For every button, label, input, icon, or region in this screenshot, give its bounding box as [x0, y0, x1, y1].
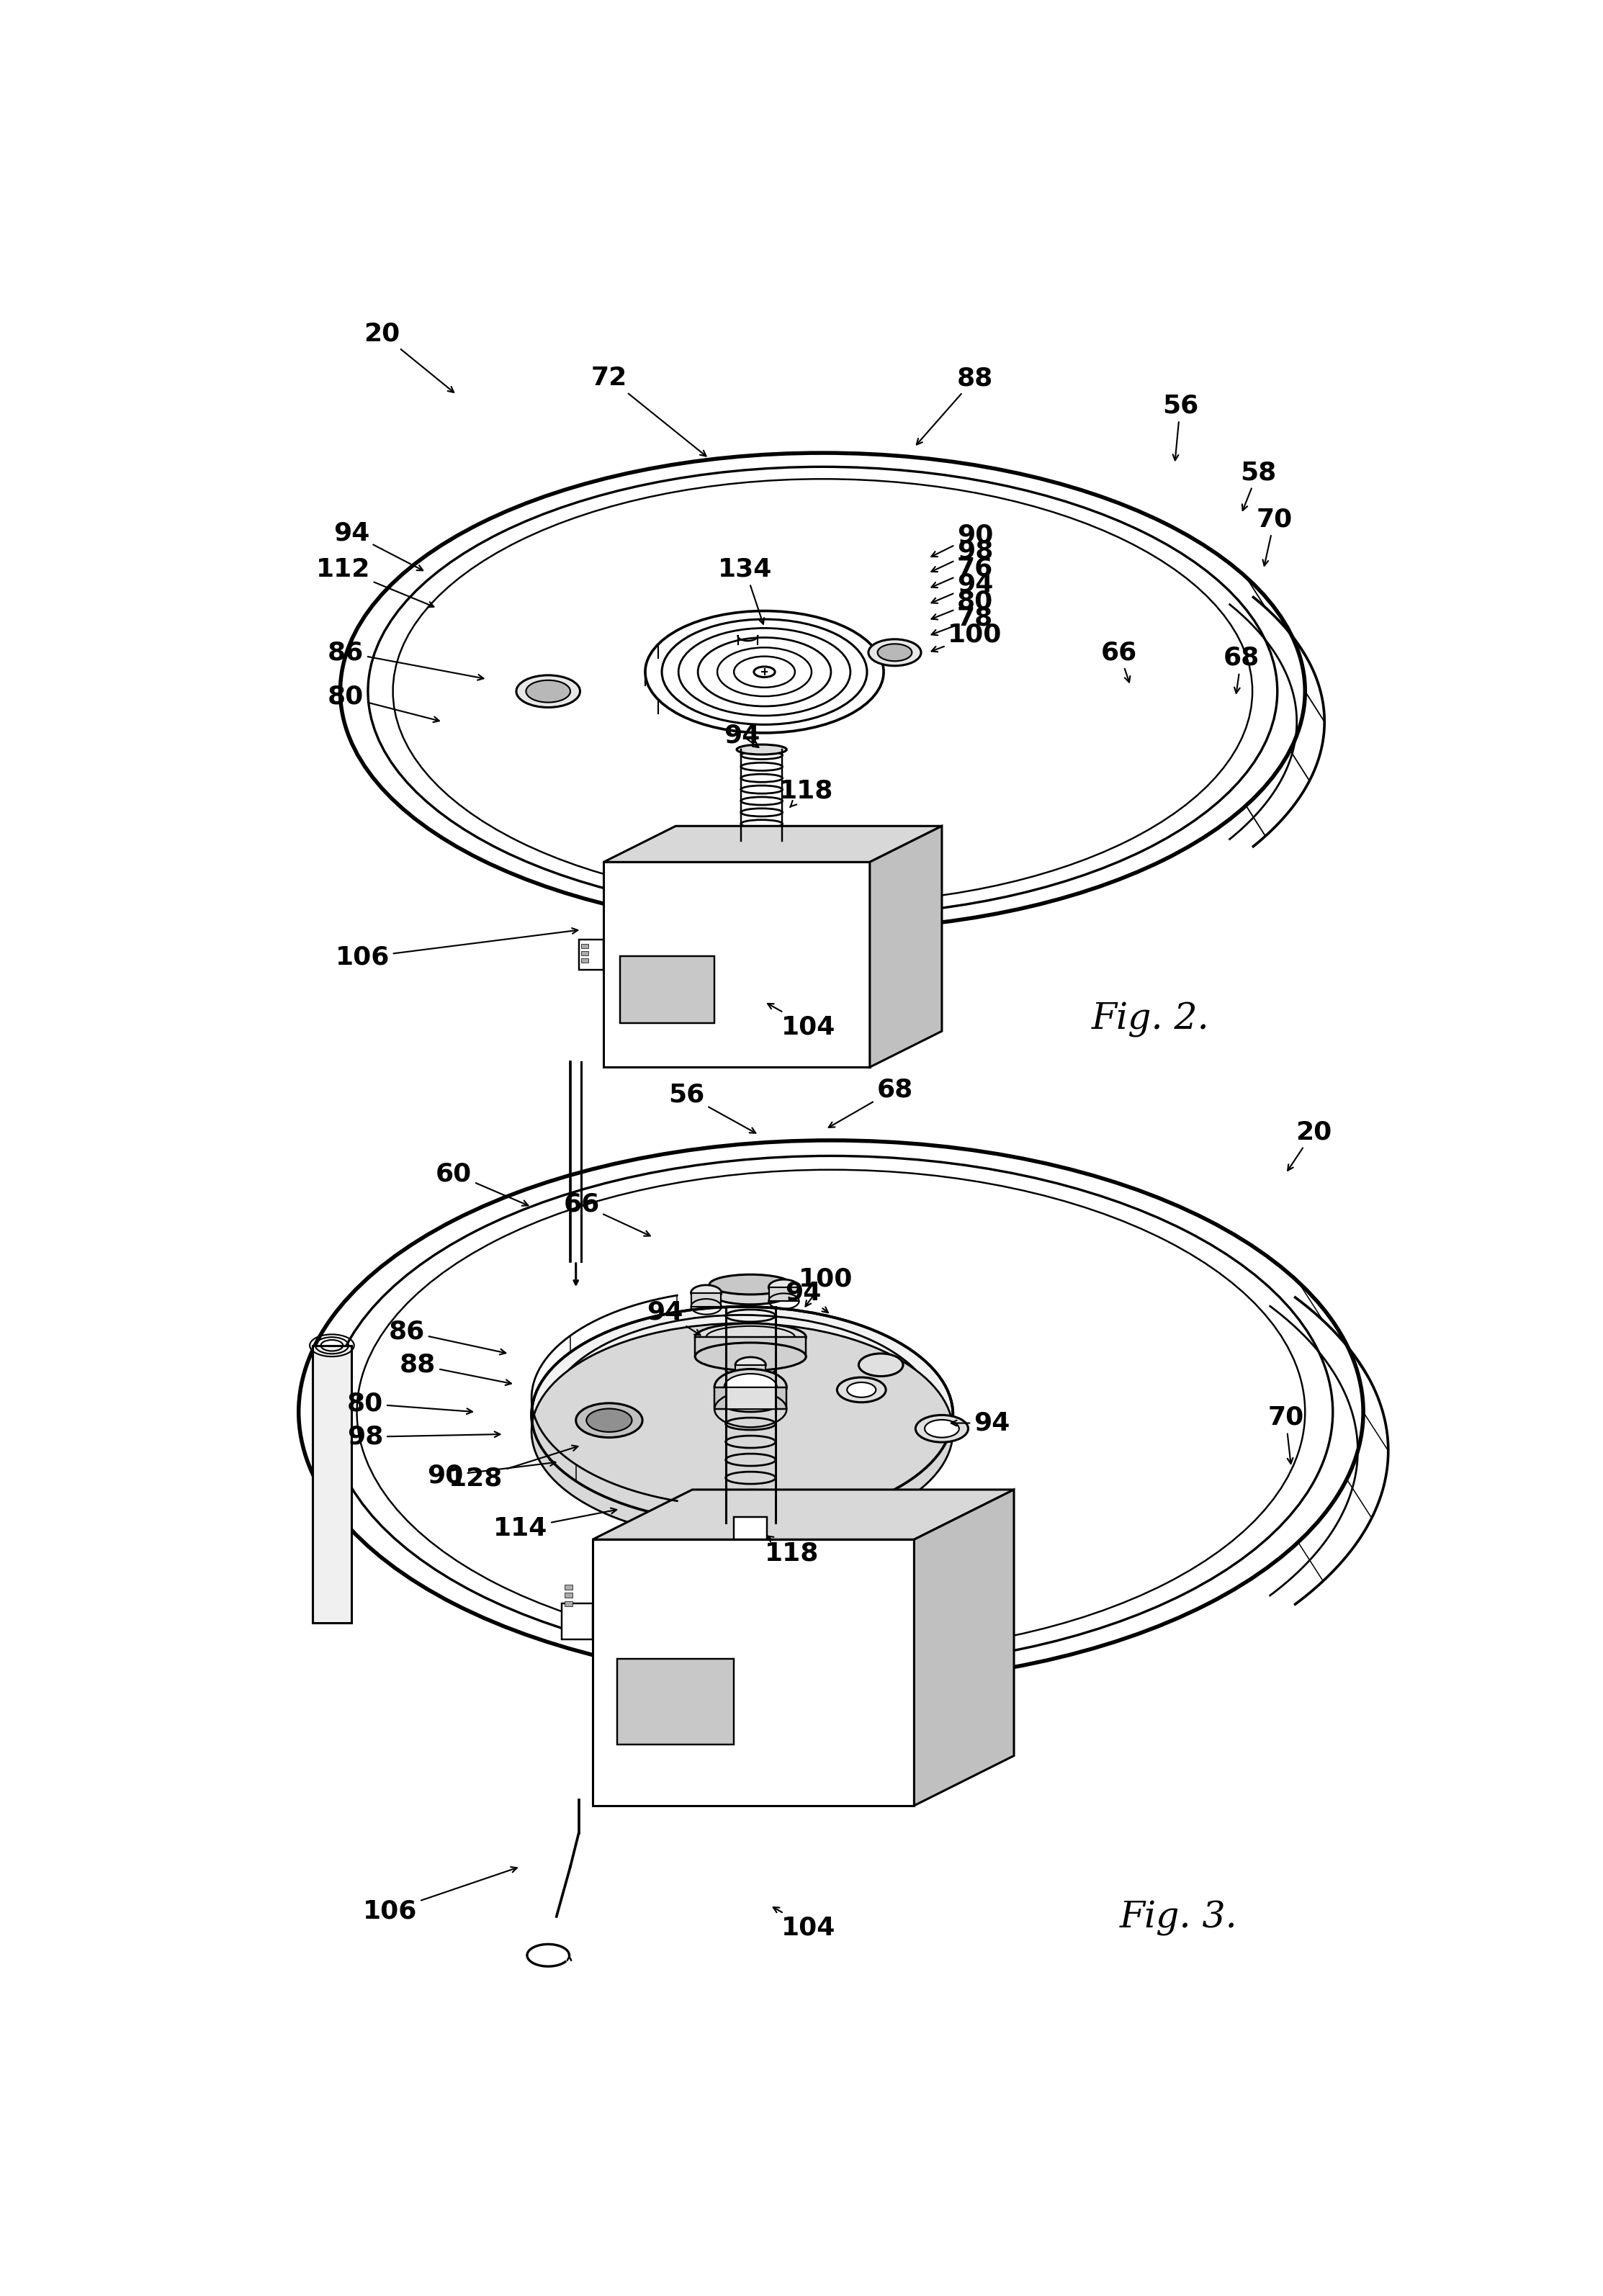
- Text: 68: 68: [1223, 645, 1260, 693]
- Polygon shape: [769, 1288, 798, 1302]
- Bar: [563, 1603, 593, 1639]
- Ellipse shape: [532, 1322, 952, 1541]
- Text: 94: 94: [951, 1410, 1010, 1435]
- Text: 86: 86: [388, 1320, 505, 1355]
- Bar: [564, 1593, 572, 1598]
- Text: 60: 60: [436, 1162, 527, 1205]
- Ellipse shape: [837, 1378, 886, 1403]
- Polygon shape: [313, 1345, 351, 1623]
- Bar: [747, 840, 777, 859]
- Ellipse shape: [715, 1286, 787, 1304]
- Ellipse shape: [710, 1274, 792, 1295]
- Ellipse shape: [526, 680, 571, 703]
- Polygon shape: [691, 1293, 721, 1306]
- Text: 66: 66: [1101, 641, 1138, 682]
- Text: 134: 134: [718, 558, 773, 625]
- Text: 70: 70: [1257, 507, 1292, 565]
- Text: 56: 56: [1162, 393, 1199, 459]
- Text: 70: 70: [1268, 1405, 1303, 1465]
- Bar: [564, 1600, 572, 1605]
- Polygon shape: [696, 1336, 806, 1357]
- Ellipse shape: [859, 1355, 902, 1375]
- Bar: [582, 944, 588, 948]
- Text: 114: 114: [494, 1508, 617, 1541]
- Text: 106: 106: [335, 928, 577, 969]
- Polygon shape: [736, 1364, 766, 1378]
- Bar: [582, 951, 588, 955]
- Bar: [734, 1518, 768, 1541]
- Text: 94: 94: [785, 1281, 829, 1313]
- Text: 20: 20: [364, 321, 454, 393]
- Text: 68: 68: [829, 1077, 912, 1127]
- Polygon shape: [593, 1490, 1015, 1541]
- Bar: [582, 957, 588, 962]
- Ellipse shape: [696, 1343, 806, 1371]
- Text: 80: 80: [348, 1391, 473, 1417]
- Text: 112: 112: [316, 558, 434, 606]
- Text: 76: 76: [931, 556, 994, 588]
- Text: 56: 56: [668, 1084, 755, 1132]
- Bar: [564, 1584, 572, 1589]
- Text: 104: 104: [773, 1908, 835, 1940]
- Ellipse shape: [715, 1368, 787, 1405]
- Text: 118: 118: [765, 1536, 819, 1566]
- Text: 90: 90: [428, 1460, 556, 1488]
- Ellipse shape: [575, 1403, 643, 1437]
- Text: 98: 98: [346, 1426, 500, 1449]
- Bar: [593, 1541, 914, 1805]
- Text: 94: 94: [725, 723, 760, 748]
- Text: 72: 72: [592, 365, 705, 457]
- Ellipse shape: [587, 1410, 632, 1433]
- Ellipse shape: [744, 836, 779, 845]
- Ellipse shape: [846, 1382, 875, 1398]
- Text: 78: 78: [931, 606, 994, 636]
- Ellipse shape: [725, 1373, 777, 1401]
- Ellipse shape: [516, 675, 580, 707]
- Text: 94: 94: [931, 572, 994, 604]
- Ellipse shape: [753, 666, 774, 677]
- Text: 80: 80: [931, 590, 994, 620]
- Polygon shape: [604, 827, 943, 861]
- Ellipse shape: [532, 1306, 952, 1522]
- Text: 128: 128: [449, 1446, 579, 1490]
- Text: 58: 58: [1239, 459, 1276, 510]
- Text: 94: 94: [646, 1300, 701, 1336]
- Polygon shape: [914, 1490, 1015, 1805]
- Text: 104: 104: [768, 1003, 835, 1040]
- Text: 88: 88: [399, 1352, 511, 1384]
- Bar: [579, 939, 604, 971]
- Ellipse shape: [736, 1357, 766, 1373]
- Text: 66: 66: [563, 1192, 651, 1235]
- Bar: [604, 861, 870, 1068]
- Ellipse shape: [915, 1414, 968, 1442]
- Bar: [620, 957, 715, 1022]
- Text: Fig. 2.: Fig. 2.: [1092, 1001, 1209, 1038]
- Text: 20: 20: [1287, 1120, 1332, 1171]
- Polygon shape: [726, 1387, 776, 1410]
- Bar: [617, 1658, 734, 1745]
- Ellipse shape: [869, 638, 922, 666]
- Text: 118: 118: [779, 778, 834, 806]
- Text: 94: 94: [333, 521, 423, 569]
- Polygon shape: [715, 1387, 787, 1410]
- Text: 100: 100: [931, 622, 1002, 652]
- Text: 90: 90: [931, 523, 994, 556]
- Text: 86: 86: [327, 641, 484, 680]
- Ellipse shape: [925, 1419, 959, 1437]
- Text: 98: 98: [931, 540, 994, 572]
- Polygon shape: [870, 827, 943, 1068]
- Text: 88: 88: [917, 365, 994, 445]
- Text: 80: 80: [327, 684, 439, 723]
- Text: Fig. 3.: Fig. 3.: [1119, 1901, 1238, 1936]
- Text: 106: 106: [362, 1867, 516, 1924]
- Ellipse shape: [691, 1286, 721, 1300]
- Ellipse shape: [696, 1322, 806, 1350]
- Ellipse shape: [877, 643, 912, 661]
- Text: 100: 100: [798, 1267, 853, 1306]
- Ellipse shape: [768, 1279, 798, 1295]
- Ellipse shape: [737, 744, 787, 755]
